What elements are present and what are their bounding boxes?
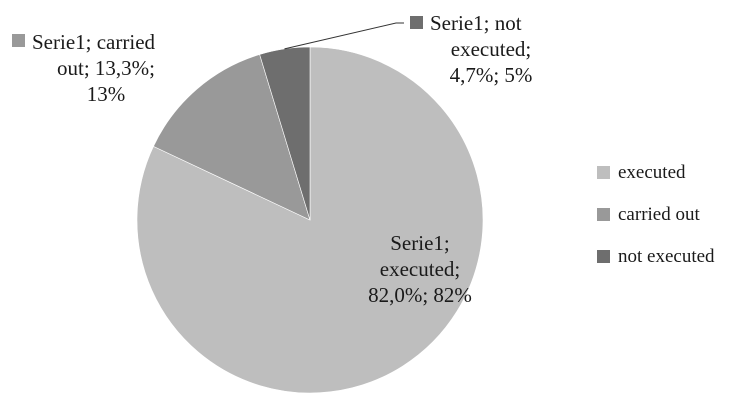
data-label-line: Serie1; not [430, 11, 522, 35]
data-label-line: out; 13,3%; [57, 56, 155, 80]
pie-slices [136, 46, 484, 393]
data-labels: Serie1;executed;82,0%; 82%Serie1; carrie… [12, 11, 532, 307]
data-label-key-not-executed [410, 16, 423, 29]
leader-line-not-executed [284, 22, 404, 50]
data-label-line: Serie1; carried [32, 30, 156, 54]
legend-swatch [597, 250, 610, 263]
data-label-key-carried-out [12, 34, 25, 47]
legend-item-carried-out: carried out [597, 204, 700, 225]
legend-label: carried out [618, 204, 700, 225]
data-label-line: 82,0%; 82% [368, 283, 472, 307]
legend-item-executed: executed [597, 162, 686, 183]
legend-label: executed [618, 162, 686, 183]
legend-swatch [597, 208, 610, 221]
data-label-line: Serie1; [390, 231, 449, 255]
data-label-line: 13% [87, 82, 126, 106]
legend: executed carried out not executed [597, 162, 715, 267]
legend-swatch [597, 166, 610, 179]
data-label-line: 4,7%; 5% [450, 63, 533, 87]
data-label-line: executed; [451, 37, 531, 61]
data-label-line: executed; [380, 257, 460, 281]
pie-slice-carried-out [153, 54, 311, 221]
legend-item-not-executed: not executed [597, 246, 715, 267]
leader-lines [284, 22, 404, 50]
data-label-executed: Serie1;executed;82,0%; 82% [368, 231, 472, 307]
legend-label: not executed [618, 246, 715, 267]
